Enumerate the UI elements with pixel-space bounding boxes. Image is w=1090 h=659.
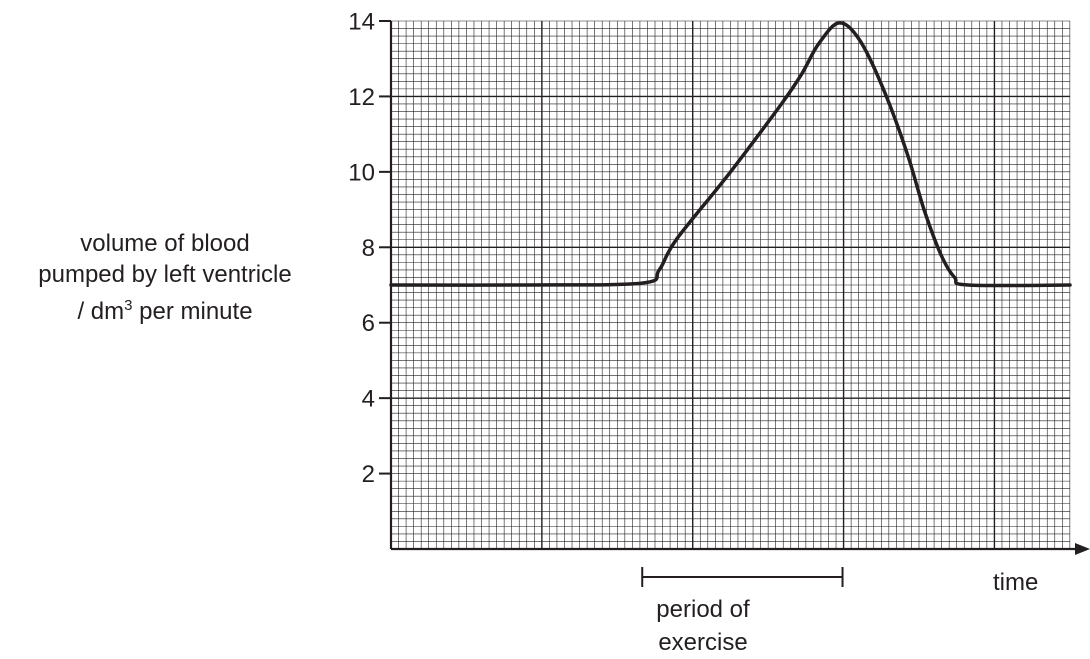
x-axis-label: time [993,569,1038,596]
series-line [389,21,1072,288]
y-tick-label: 14 [348,9,375,36]
exercise-period-bracket [641,567,844,587]
y-tick-label: 6 [362,310,375,337]
x-axis-arrowhead [1075,543,1090,555]
y-axis-unit-prefix: / dm [77,298,125,325]
y-axis-unit-superscript: 3 [124,297,133,314]
y-tick-label: 12 [348,84,375,111]
exercise-label-line2: exercise [658,629,747,656]
y-tick-label: 10 [348,159,375,186]
y-axis-label-unit: / dm3 per minute [0,290,330,327]
y-axis-unit-suffix: per minute [132,298,253,325]
y-axis-label-line1: volume of blood [80,230,250,257]
y-axis-label: volume of blood pumped by left ventricle… [0,228,330,327]
chart-axes [389,21,1090,555]
y-axis-ticks: 2 4 6 8 10 12 14 [348,9,391,488]
y-tick-label: 2 [362,461,375,488]
y-tick-label: 8 [362,235,375,262]
exercise-label-line1: period of [656,596,750,623]
y-axis-label-line2: pumped by left ventricle [38,261,292,288]
y-tick-label: 4 [362,386,375,413]
